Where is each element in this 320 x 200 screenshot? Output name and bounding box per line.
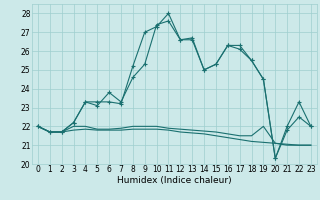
X-axis label: Humidex (Indice chaleur): Humidex (Indice chaleur)	[117, 176, 232, 185]
